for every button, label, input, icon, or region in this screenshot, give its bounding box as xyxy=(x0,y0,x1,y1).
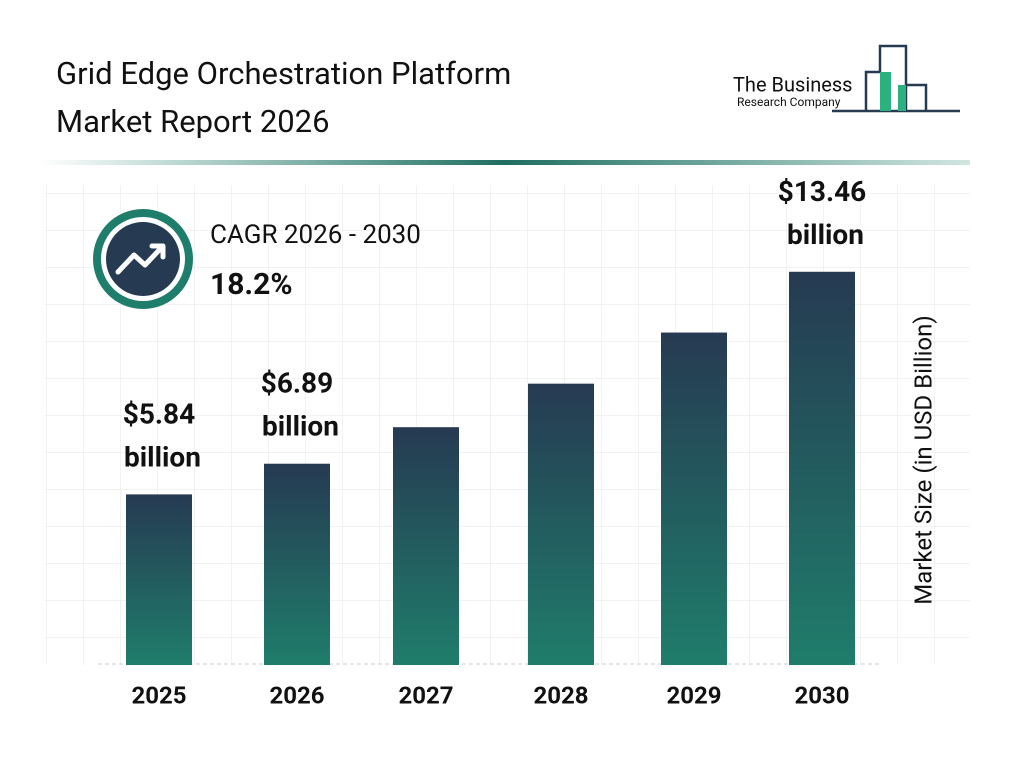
title-line: Grid Edge Orchestration Platform xyxy=(56,55,511,92)
logo: The Business Research Company xyxy=(733,44,960,113)
chart-title: Grid Edge Orchestration Platform Market R… xyxy=(56,55,511,140)
value-label-line: billion xyxy=(255,410,339,443)
y-axis-label: Market Size (in USD Billion) xyxy=(909,315,937,604)
title-line: Market Report 2026 xyxy=(56,103,330,140)
bar xyxy=(789,271,855,665)
cagr-value: 18.2% xyxy=(210,267,293,302)
x-tick-label: 2026 xyxy=(269,681,324,709)
value-label-line: $13.46 xyxy=(778,175,866,208)
x-tick-label: 2030 xyxy=(794,681,849,709)
bar xyxy=(393,427,459,665)
logo-text: The Business xyxy=(733,72,852,96)
value-label-line: billion xyxy=(117,441,201,474)
divider xyxy=(40,160,970,165)
cagr-badge: CAGR 2026 - 2030 18.2% xyxy=(93,209,421,309)
x-tick-label: 2027 xyxy=(398,681,453,709)
x-tick-label: 2029 xyxy=(666,681,721,709)
bar xyxy=(661,332,727,665)
value-label-line: $6.89 xyxy=(261,367,333,400)
cagr-label: CAGR 2026 - 2030 xyxy=(210,220,421,250)
bar xyxy=(264,463,330,665)
value-label: $5.84 billion xyxy=(117,398,201,474)
x-tick-label: 2028 xyxy=(533,681,588,709)
bar xyxy=(126,494,192,665)
value-label: $13.46 billion xyxy=(778,175,866,251)
value-label-line: billion xyxy=(780,218,864,251)
value-label-line: $5.84 xyxy=(123,398,195,431)
logo-text: Research Company xyxy=(737,95,841,109)
value-label: $6.89 billion xyxy=(255,367,339,443)
bar xyxy=(528,383,594,665)
x-tick-label: 2025 xyxy=(131,681,186,709)
